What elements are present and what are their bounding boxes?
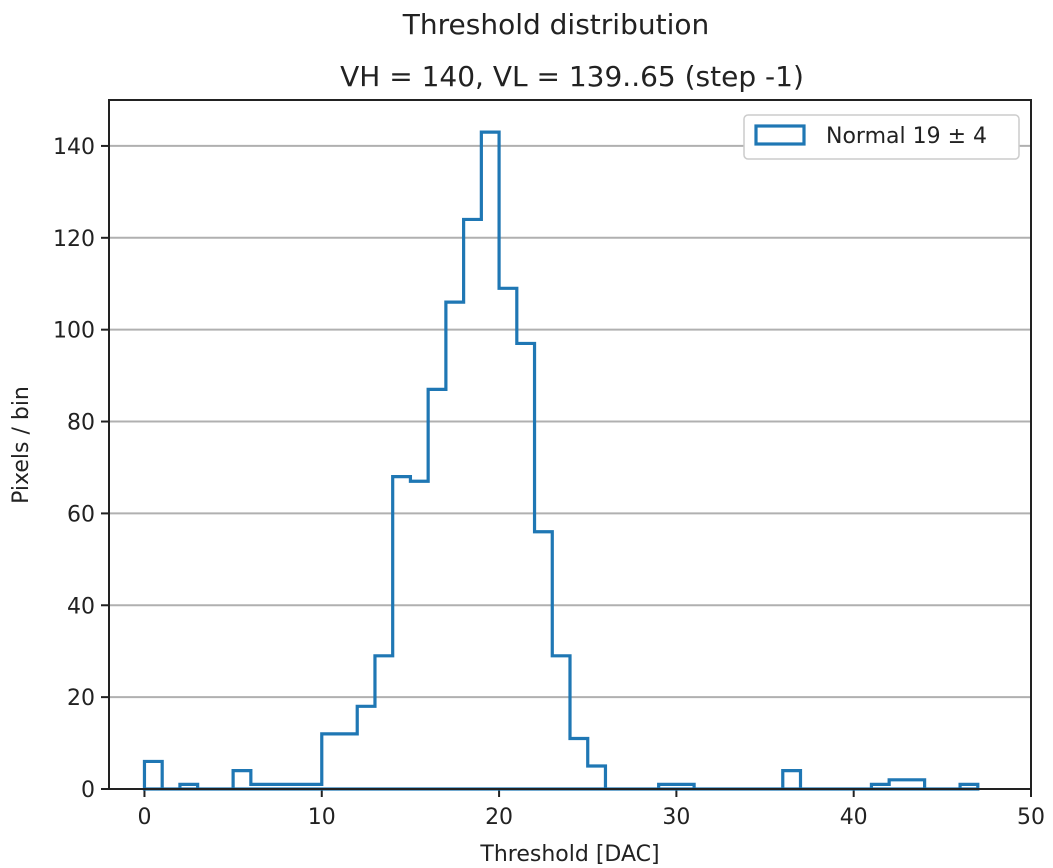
- chart-title: Threshold distribution: [402, 8, 709, 41]
- y-axis-label: Pixels / bin: [9, 386, 34, 504]
- legend-swatch: [754, 124, 806, 146]
- x-tick-label: 10: [308, 805, 336, 830]
- y-tick-label: 100: [53, 319, 95, 344]
- y-tick-label: 0: [81, 778, 95, 803]
- plot-frame: [108, 99, 1032, 790]
- y-tick-label: 140: [53, 135, 95, 160]
- legend: Normal 19 ± 4: [743, 114, 1020, 160]
- x-tick-label: 20: [485, 805, 513, 830]
- y-tick-label: 80: [67, 411, 95, 436]
- x-tick-label: 0: [137, 805, 151, 830]
- legend-label: Normal 19 ± 4: [826, 124, 987, 149]
- legend-box: [743, 114, 1020, 160]
- x-tick-label: 40: [840, 805, 868, 830]
- y-tick-label: 40: [67, 594, 95, 619]
- axis-ticks: 0 20 40 60 80 100 120 140 0 10 20 30 40 50: [53, 135, 1045, 830]
- y-tick-label: 120: [53, 227, 95, 252]
- chart-subtitle: VH = 140, VL = 139..65 (step -1): [340, 60, 804, 93]
- x-axis-label: Threshold [DAC]: [479, 842, 659, 867]
- x-tick-label: 50: [1017, 805, 1045, 830]
- grid-lines: [109, 144, 1031, 790]
- y-tick-label: 60: [67, 502, 95, 527]
- histogram-step-line: [142, 130, 980, 791]
- x-tick-label: 30: [662, 805, 690, 830]
- y-tick-label: 20: [67, 686, 95, 711]
